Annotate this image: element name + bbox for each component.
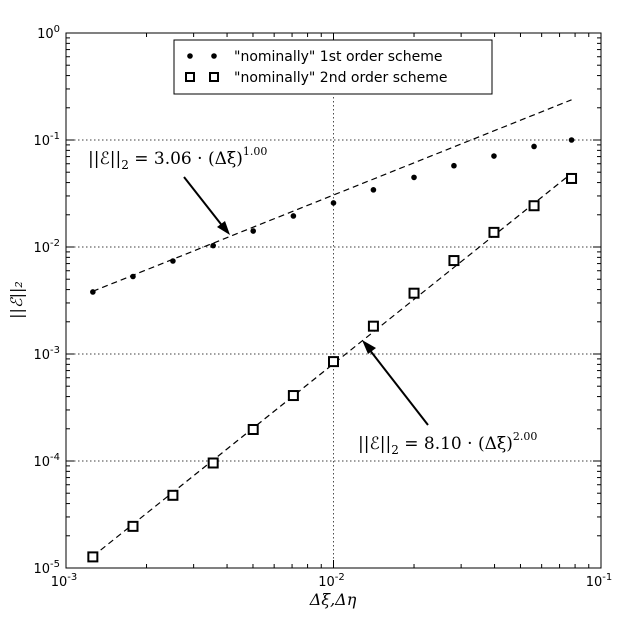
second-order-point bbox=[328, 356, 339, 368]
annotation-2-arrow bbox=[368, 348, 429, 426]
y-tick-label: 10-1 bbox=[33, 131, 60, 149]
first-order-point bbox=[491, 153, 497, 159]
second-order-point bbox=[207, 457, 219, 469]
second-order-point bbox=[566, 172, 578, 184]
first-order-point bbox=[170, 258, 176, 264]
legend-marker-square bbox=[185, 72, 195, 82]
second-order-point bbox=[488, 226, 500, 238]
axis-ticks: 10-3 10-2 10-1 10-5 10-4 10-3 10-2 10-1 100 bbox=[33, 24, 612, 590]
annotation-second-order-fit: ||ℰ||2 = 8.10 · (Δξ)2.00 bbox=[358, 340, 537, 457]
annotation-first-order-fit: ||ℰ||2 = 3.06 · (Δξ)1.00 bbox=[88, 145, 267, 235]
first-order-point bbox=[531, 143, 537, 150]
second-order-point bbox=[408, 287, 420, 299]
first-order-point bbox=[451, 162, 457, 169]
legend-box bbox=[173, 39, 493, 95]
x-tick-label: 10-2 bbox=[318, 572, 345, 590]
fit-line-order-1 bbox=[92, 99, 572, 292]
annotation-1-text: ||ℰ||2 = 3.06 · (Δξ)1.00 bbox=[88, 145, 267, 172]
x-tick-label: 10-1 bbox=[586, 572, 613, 590]
second-order-point bbox=[367, 320, 379, 332]
y-tick-label: 10-4 bbox=[33, 452, 60, 470]
grid-layer bbox=[66, 33, 601, 568]
first-order-point bbox=[330, 200, 337, 206]
first-order-point bbox=[250, 228, 257, 234]
annotation-1-arrow bbox=[183, 176, 225, 229]
first-order-point bbox=[90, 289, 96, 295]
y-tick-label: 10-2 bbox=[33, 238, 60, 256]
y-tick-label: 100 bbox=[37, 24, 60, 42]
first-order-point bbox=[411, 174, 417, 181]
first-order-point bbox=[210, 242, 216, 249]
legend: "nominally" 1st order scheme "nominally"… bbox=[173, 39, 493, 95]
legend-label-series-2: "nominally" 2nd order scheme bbox=[234, 70, 447, 86]
second-order-point bbox=[127, 520, 139, 532]
first-order-point bbox=[568, 137, 575, 143]
legend-marker-square bbox=[209, 72, 219, 82]
first-order-point bbox=[290, 213, 297, 219]
second-order-point bbox=[87, 551, 99, 563]
x-axis-label: Δξ,Δη bbox=[309, 590, 357, 609]
first-order-point bbox=[130, 273, 136, 280]
legend-marker-dot bbox=[187, 53, 193, 59]
first-order-point bbox=[370, 187, 377, 193]
second-order-point bbox=[167, 489, 179, 501]
second-order-point bbox=[528, 200, 540, 212]
legend-label-series-1: "nominally" 1st order scheme bbox=[234, 49, 442, 65]
y-axis-label: ||ℰ||₂ bbox=[7, 281, 26, 319]
second-order-point bbox=[247, 423, 259, 435]
annotation-2-arrowhead bbox=[362, 340, 376, 354]
data-points bbox=[87, 137, 578, 563]
y-tick-label: 10-3 bbox=[33, 345, 60, 363]
x-tick-label: 10-3 bbox=[51, 572, 78, 590]
annotation-1-arrowhead bbox=[217, 221, 230, 235]
annotation-2-text: ||ℰ||2 = 8.10 · (Δξ)2.00 bbox=[358, 430, 537, 457]
second-order-point bbox=[448, 255, 460, 267]
y-tick-label: 10-5 bbox=[33, 559, 60, 577]
legend-marker-dot bbox=[211, 53, 217, 59]
second-order-point bbox=[287, 390, 299, 402]
